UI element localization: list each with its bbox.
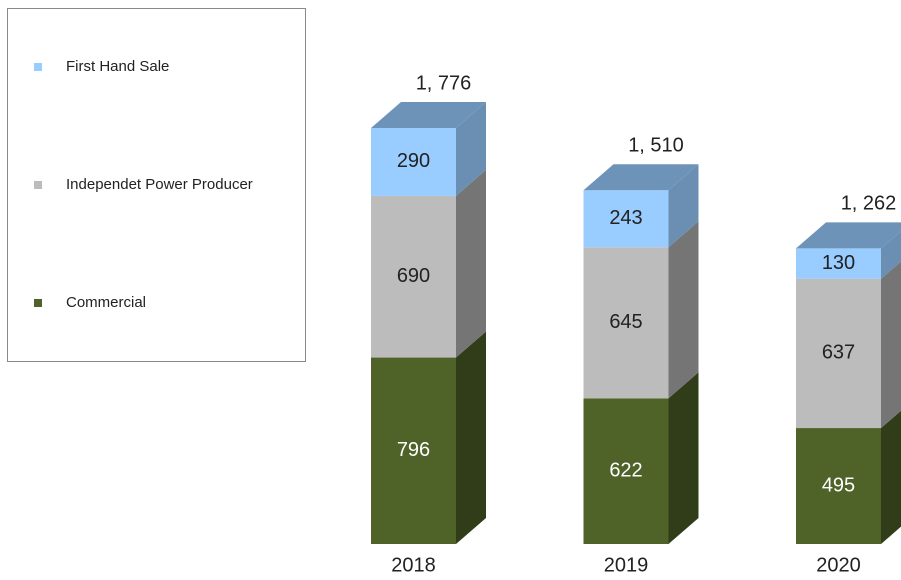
value-label: 130 bbox=[822, 252, 855, 274]
legend-label: First Hand Sale bbox=[66, 58, 169, 75]
bar-side bbox=[456, 169, 486, 358]
bar-side bbox=[668, 372, 699, 544]
x-tick-label: 2019 bbox=[604, 554, 649, 576]
x-tick-label: 2020 bbox=[816, 554, 861, 576]
value-label: 796 bbox=[397, 439, 430, 461]
bar-segment bbox=[371, 357, 456, 544]
legend-swatch bbox=[34, 181, 42, 189]
bar-segment bbox=[796, 248, 881, 279]
total-label: 1, 262 bbox=[841, 193, 897, 215]
bar-segment bbox=[583, 398, 669, 544]
value-label: 622 bbox=[609, 459, 642, 481]
bar-segment bbox=[796, 278, 881, 429]
bar-top bbox=[583, 164, 699, 191]
bar-side bbox=[881, 261, 901, 429]
bar-top bbox=[796, 222, 901, 249]
bar-side bbox=[668, 221, 699, 399]
x-tick-label: 2018 bbox=[391, 554, 436, 576]
value-label: 690 bbox=[397, 265, 430, 287]
bar-side bbox=[881, 410, 901, 544]
total-label: 1, 510 bbox=[628, 135, 684, 157]
value-label: 645 bbox=[609, 311, 642, 333]
legend-label: Independet Power Producer bbox=[66, 176, 253, 193]
value-label: 243 bbox=[609, 207, 642, 229]
bar-segment bbox=[583, 247, 669, 399]
bar-segment bbox=[371, 128, 456, 196]
legend-swatch bbox=[34, 299, 42, 307]
value-label: 290 bbox=[397, 150, 430, 172]
value-label: 637 bbox=[822, 342, 855, 364]
value-label: 495 bbox=[822, 474, 855, 496]
bar-side bbox=[668, 164, 699, 248]
bar-side bbox=[456, 102, 486, 196]
bar-segment bbox=[796, 428, 881, 544]
bar-side bbox=[881, 231, 901, 279]
bar-side bbox=[456, 331, 486, 544]
total-label: 1, 776 bbox=[416, 72, 472, 94]
legend-box bbox=[7, 8, 306, 362]
legend-swatch bbox=[34, 63, 42, 71]
legend-label: Commercial bbox=[66, 294, 146, 311]
bar-top bbox=[371, 102, 486, 128]
bar-segment bbox=[371, 195, 456, 358]
bar-segment bbox=[583, 190, 669, 248]
